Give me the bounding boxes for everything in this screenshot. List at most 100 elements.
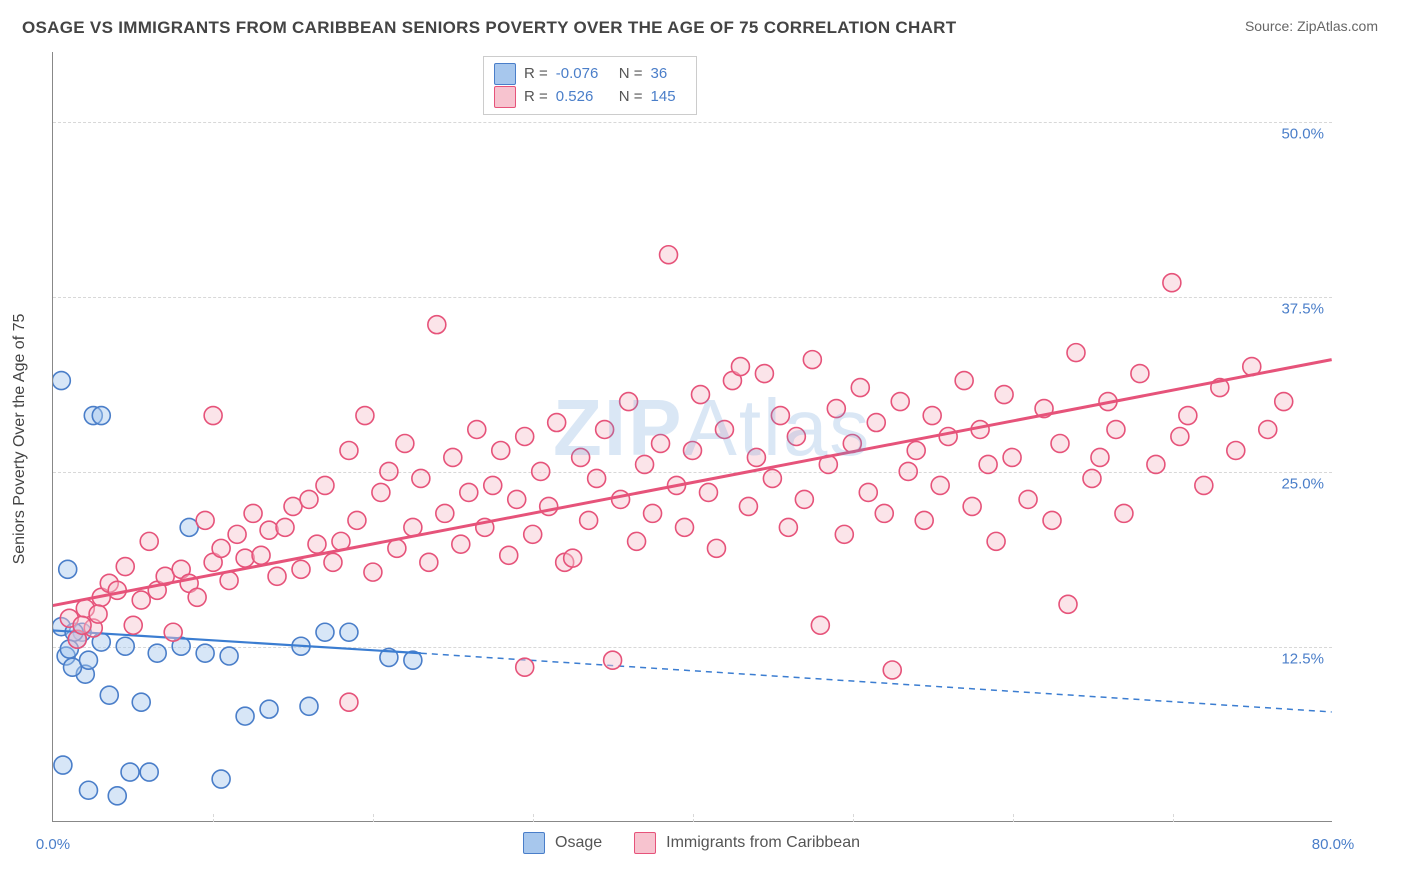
- legend-series: OsageImmigrants from Caribbean: [523, 832, 882, 854]
- scatter-point: [620, 393, 638, 411]
- scatter-point: [76, 599, 94, 617]
- scatter-point: [53, 372, 70, 390]
- scatter-point: [204, 553, 222, 571]
- scatter-point: [68, 630, 86, 648]
- scatter-point: [180, 574, 198, 592]
- scatter-point: [92, 588, 110, 606]
- scatter-point: [332, 532, 350, 550]
- scatter-point: [356, 407, 374, 425]
- scatter-point: [92, 633, 110, 651]
- scatter-point: [915, 511, 933, 529]
- scatter-point: [1179, 407, 1197, 425]
- x-tick-label-left: 0.0%: [36, 836, 70, 853]
- scatter-point: [236, 549, 254, 567]
- scatter-point: [79, 651, 97, 669]
- scatter-point: [54, 756, 72, 774]
- legend-swatch: [523, 832, 545, 854]
- scatter-point: [628, 532, 646, 550]
- y-tick-label: 37.5%: [1281, 301, 1324, 318]
- scatter-point: [715, 421, 733, 439]
- regression-line-dashed: [421, 653, 1332, 712]
- scatter-point: [1099, 393, 1117, 411]
- scatter-point: [244, 504, 262, 522]
- x-tick-mark: [853, 814, 854, 822]
- scatter-point: [420, 553, 438, 571]
- scatter-point: [1003, 448, 1021, 466]
- scatter-point: [963, 497, 981, 515]
- scatter-point: [308, 535, 326, 553]
- scatter-point: [684, 441, 702, 459]
- scatter-point: [1051, 435, 1069, 453]
- scatter-point: [939, 428, 957, 446]
- scatter-point: [652, 435, 670, 453]
- scatter-point: [971, 421, 989, 439]
- scatter-point: [1147, 455, 1165, 473]
- scatter-point: [604, 651, 622, 669]
- scatter-point: [228, 525, 246, 543]
- scatter-point: [819, 455, 837, 473]
- scatter-point: [89, 605, 107, 623]
- scatter-point: [268, 567, 286, 585]
- legend-row: R = -0.076 N = 36: [494, 63, 686, 86]
- scatter-point: [644, 504, 662, 522]
- scatter-point: [492, 441, 510, 459]
- scatter-point: [771, 407, 789, 425]
- scatter-point: [108, 787, 126, 805]
- scatter-point: [452, 535, 470, 553]
- scatter-point: [676, 518, 694, 536]
- scatter-point: [196, 511, 214, 529]
- scatter-point: [84, 619, 102, 637]
- scatter-point: [300, 697, 318, 715]
- scatter-point: [116, 558, 134, 576]
- scatter-point: [300, 490, 318, 508]
- scatter-point: [787, 428, 805, 446]
- scatter-point: [59, 560, 77, 578]
- scatter-point: [164, 623, 182, 641]
- scatter-point: [73, 616, 91, 634]
- scatter-point: [396, 435, 414, 453]
- scatter-point: [60, 609, 78, 627]
- n-value: 145: [651, 86, 686, 109]
- legend-swatch: [634, 832, 656, 854]
- scatter-point: [1275, 393, 1293, 411]
- scatter-point: [340, 441, 358, 459]
- scatter-point: [596, 421, 614, 439]
- scatter-point: [180, 518, 198, 536]
- grid-line-horizontal: [53, 122, 1332, 123]
- scatter-point: [79, 781, 97, 799]
- scatter-point: [699, 483, 717, 501]
- scatter-point: [867, 414, 885, 432]
- scatter-point: [460, 483, 478, 501]
- scatter-point: [1211, 379, 1229, 397]
- scatter-point: [747, 448, 765, 466]
- r-label: R =: [524, 63, 548, 86]
- scatter-point: [204, 407, 222, 425]
- scatter-point: [1059, 595, 1077, 613]
- scatter-point: [1227, 441, 1245, 459]
- scatter-point: [68, 630, 86, 648]
- scatter-point: [524, 525, 542, 543]
- scatter-point: [444, 448, 462, 466]
- n-label: N =: [619, 86, 643, 109]
- scatter-point: [1067, 344, 1085, 362]
- scatter-point: [843, 435, 861, 453]
- watermark: ZIPAtlas: [553, 382, 871, 474]
- scatter-point: [324, 553, 342, 571]
- scatter-point: [124, 616, 142, 634]
- scatter-point: [428, 316, 446, 334]
- x-tick-mark: [373, 814, 374, 822]
- scatter-point: [500, 546, 518, 564]
- scatter-point: [827, 400, 845, 418]
- scatter-point: [1171, 428, 1189, 446]
- regression-line: [53, 360, 1332, 609]
- scatter-point: [851, 379, 869, 397]
- legend-label: Immigrants from Caribbean: [666, 834, 860, 852]
- scatter-point: [468, 421, 486, 439]
- plot-area: 12.5%25.0%37.5%50.0%0.0%80.0%ZIPAtlas R …: [52, 52, 1332, 822]
- scatter-point: [723, 372, 741, 390]
- scatter-point: [612, 490, 630, 508]
- x-tick-mark: [693, 814, 694, 822]
- scatter-point: [340, 693, 358, 711]
- scatter-point: [100, 574, 118, 592]
- r-value: -0.076: [556, 63, 611, 86]
